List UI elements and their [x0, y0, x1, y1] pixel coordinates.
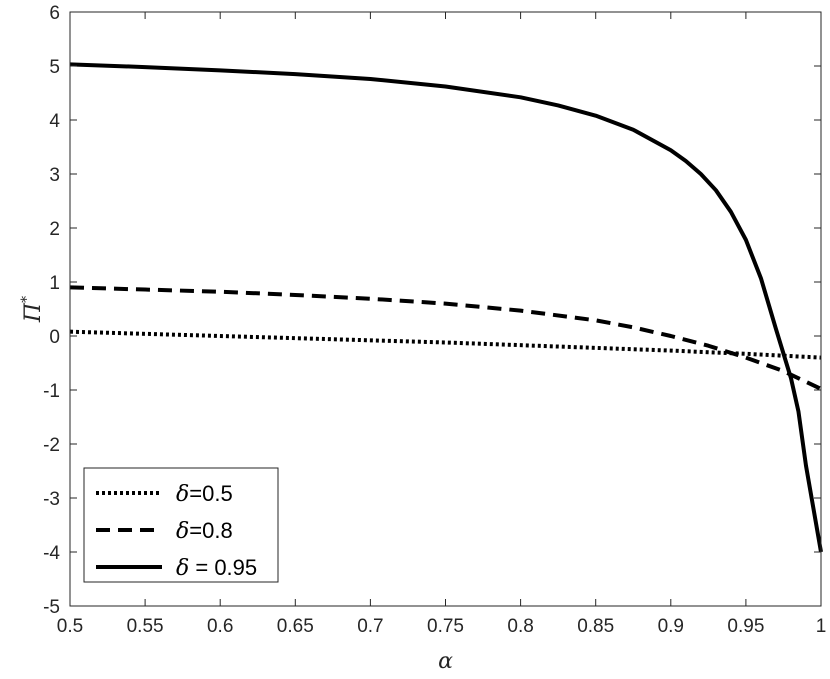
x-tick-label: 0.8 [507, 616, 533, 637]
y-tick-label: 2 [49, 219, 60, 240]
legend-value: =0.8 [189, 518, 232, 543]
x-tick-label: 0.85 [577, 616, 614, 637]
y-tick-label: 5 [49, 57, 60, 78]
y-tick-label: -5 [43, 597, 60, 618]
legend-symbol: δ [176, 556, 189, 581]
x-tick-label: 0.95 [727, 616, 764, 637]
series-line-1 [69, 285, 822, 391]
x-axis-label: α [438, 649, 453, 674]
x-tick-label: 0.75 [427, 616, 464, 637]
legend-entry-0: δ=0.5 [176, 481, 233, 507]
series-layer [69, 62, 823, 553]
y-tick-label: 4 [49, 111, 60, 132]
legend-symbol: δ [176, 519, 189, 544]
x-tick-label: 0.7 [357, 616, 383, 637]
y-tick-label: -4 [43, 543, 60, 564]
legend-entry-2: δ = 0.95 [176, 555, 257, 581]
series-line-2 [69, 62, 823, 553]
y-tick-label: 0 [49, 327, 60, 348]
legend-value: = 0.95 [189, 555, 257, 580]
y-tick-label: -1 [43, 381, 60, 402]
series-line-0 [69, 329, 822, 360]
legend-symbol: δ [176, 482, 189, 507]
x-tick-label: 0.5 [57, 616, 83, 637]
y-axis-label: Π* [19, 296, 46, 323]
x-tick-label: 0.55 [127, 616, 164, 637]
y-tick-label: 1 [49, 273, 60, 294]
y-axis-label-main: Π [21, 302, 46, 323]
legend-entry-1: δ=0.8 [176, 518, 233, 544]
x-tick-label: 0.9 [658, 616, 684, 637]
y-tick-label: -2 [43, 435, 60, 456]
x-tick-label: 0.65 [277, 616, 314, 637]
x-tick-label: 0.6 [207, 616, 233, 637]
y-tick-label: 6 [49, 3, 60, 24]
legend-box [83, 467, 279, 583]
axes-layer: 0.5 0.55 0.6 0.65 0.7 0.75 0.8 0.85 0.9 0.95 1 -5 -4… [19, 3, 826, 674]
legend-value: =0.5 [189, 481, 232, 506]
y-tick-label: -3 [43, 489, 60, 510]
y-tick-label: 3 [49, 165, 60, 186]
legend: δ=0.5δ=0.8δ = 0.95 [83, 467, 279, 583]
x-tick-label: 1 [816, 616, 827, 637]
y-axis-label-superscript: * [19, 296, 35, 303]
